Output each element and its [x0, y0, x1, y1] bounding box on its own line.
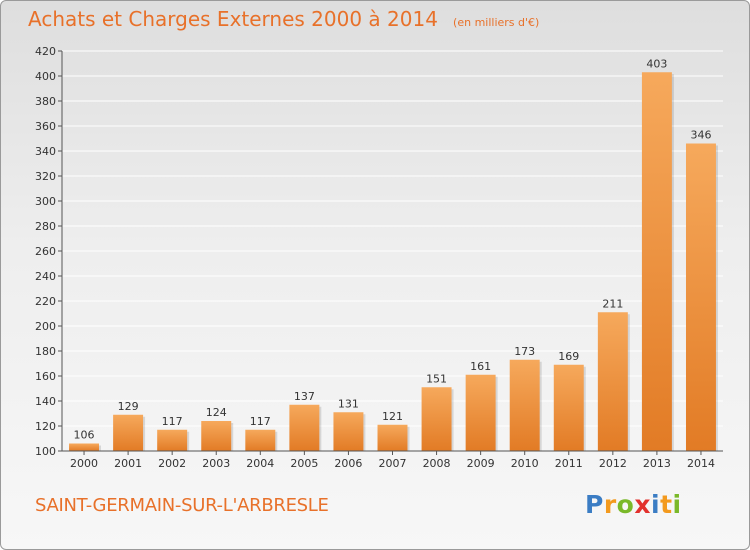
x-tick-label: 2011 — [555, 457, 583, 470]
bar — [201, 421, 232, 451]
commune-name: SAINT-GERMAIN-SUR-L'ARBRESLE — [35, 495, 329, 516]
y-tick-label: 160 — [35, 370, 56, 383]
x-tick-label: 2010 — [511, 457, 539, 470]
bar — [377, 424, 408, 451]
bar-value-label: 173 — [514, 345, 535, 358]
x-tick-label: 2002 — [158, 457, 186, 470]
bar — [597, 312, 628, 451]
x-tick-label: 2012 — [599, 457, 627, 470]
logo-letter: P — [585, 490, 604, 519]
bar — [69, 443, 100, 451]
bars — [69, 72, 718, 451]
bar-value-label: 403 — [646, 57, 667, 70]
logo-letter: x — [634, 490, 651, 519]
gridlines — [62, 50, 723, 452]
logo-letter: i — [651, 490, 661, 519]
x-tick-label: 2013 — [643, 457, 671, 470]
labels: 100 120 140 160 180 200 220 240 260 280 300 320 340 3… — [35, 45, 715, 470]
bar — [685, 143, 716, 451]
bar-value-label: 106 — [74, 429, 95, 442]
x-tick-label: 2003 — [202, 457, 230, 470]
bar-value-label: 211 — [602, 297, 623, 310]
x-tick-label: 2008 — [423, 457, 451, 470]
y-tick-label: 220 — [35, 295, 56, 308]
bar — [113, 414, 144, 451]
bar — [641, 72, 672, 451]
bar — [465, 374, 496, 451]
y-tick-label: 180 — [35, 345, 56, 358]
y-tick-label: 340 — [35, 145, 56, 158]
bar — [333, 412, 364, 451]
y-tick-label: 240 — [35, 270, 56, 283]
bar-value-label: 131 — [338, 397, 359, 410]
x-tick-label: 2014 — [687, 457, 715, 470]
bar-value-label: 151 — [426, 372, 447, 385]
x-tick-label: 2005 — [290, 457, 318, 470]
bar-value-label: 129 — [118, 400, 139, 413]
bar-value-label: 117 — [250, 415, 271, 428]
chart-title-block: Achats et Charges Externes 2000 à 2014 (… — [28, 7, 539, 31]
y-tick-label: 360 — [35, 120, 56, 133]
bar-value-label: 121 — [382, 410, 403, 423]
x-tick-label: 2000 — [70, 457, 98, 470]
bar-value-label: 137 — [294, 390, 315, 403]
y-tick-label: 380 — [35, 95, 56, 108]
x-tick-label: 2009 — [467, 457, 495, 470]
y-tick-label: 320 — [35, 170, 56, 183]
y-tick-label: 280 — [35, 220, 56, 233]
bar-value-label: 161 — [470, 360, 491, 373]
bar-value-label: 124 — [206, 406, 227, 419]
bar — [553, 364, 584, 451]
bar — [289, 404, 320, 451]
logo-letter: r — [603, 490, 617, 519]
y-tick-label: 260 — [35, 245, 56, 258]
logo-letter: i — [672, 490, 682, 519]
chart-subtitle: (en milliers d'€) — [453, 16, 540, 29]
x-tick-label: 2004 — [246, 457, 274, 470]
bar-value-label: 117 — [162, 415, 183, 428]
bar-value-label: 346 — [690, 129, 711, 142]
y-tick-label: 400 — [35, 70, 56, 83]
axes — [58, 50, 723, 455]
bar — [245, 429, 276, 451]
y-tick-label: 140 — [35, 395, 56, 408]
y-tick-label: 300 — [35, 195, 56, 208]
bar-value-label: 169 — [558, 350, 579, 363]
x-tick-label: 2001 — [114, 457, 142, 470]
bar — [421, 387, 452, 451]
y-tick-label: 120 — [35, 420, 56, 433]
chart-title: Achats et Charges Externes 2000 à 2014 — [28, 7, 438, 31]
y-tick-label: 100 — [35, 445, 56, 458]
logo-letter: o — [616, 490, 635, 519]
x-tick-label: 2007 — [379, 457, 407, 470]
proxiti-logo: Proxiti — [585, 490, 682, 519]
bar — [157, 429, 188, 451]
y-tick-label: 420 — [35, 45, 56, 58]
y-tick-label: 200 — [35, 320, 56, 333]
bar — [509, 359, 540, 451]
logo-letter: t — [660, 490, 673, 519]
x-tick-label: 2006 — [334, 457, 362, 470]
